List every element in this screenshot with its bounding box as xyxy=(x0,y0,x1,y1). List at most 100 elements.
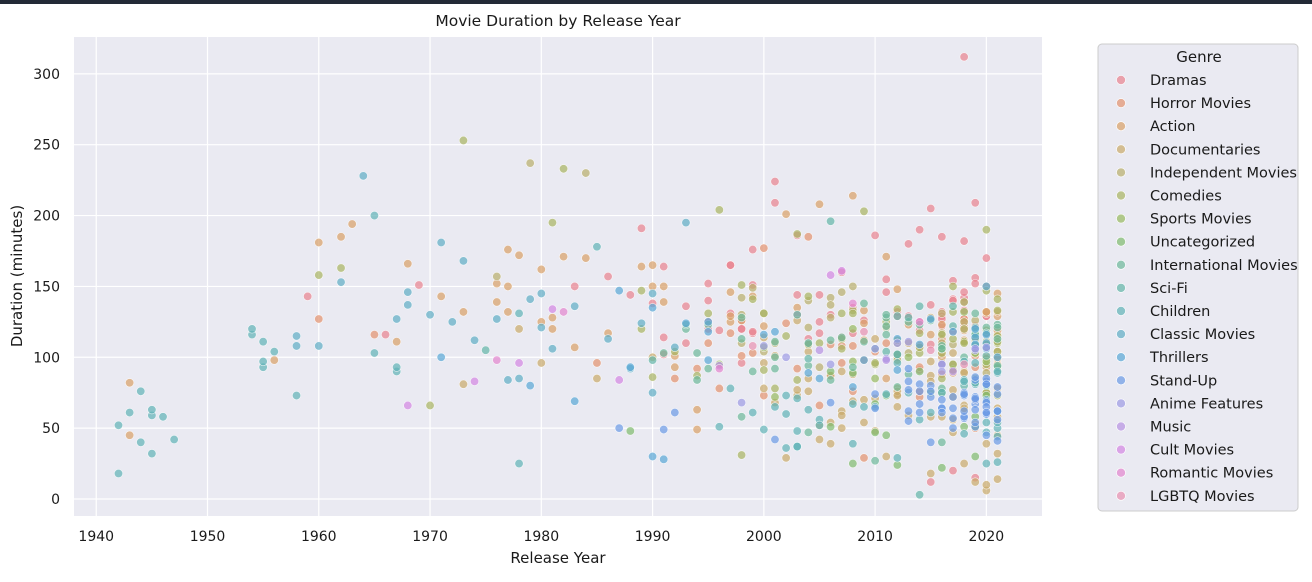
data-point xyxy=(336,263,346,273)
data-point xyxy=(147,449,157,459)
legend-marker xyxy=(1116,190,1126,201)
data-point xyxy=(926,468,936,478)
data-point xyxy=(303,291,313,301)
data-point xyxy=(992,457,1002,467)
y-tick-label: 100 xyxy=(33,350,60,366)
data-point xyxy=(992,449,1002,459)
data-point xyxy=(770,383,780,393)
data-point xyxy=(269,347,279,357)
data-point xyxy=(826,335,836,345)
legend-marker xyxy=(1116,167,1126,178)
data-point xyxy=(814,317,824,327)
data-point xyxy=(514,324,524,334)
data-point xyxy=(926,477,936,487)
data-point xyxy=(592,374,602,384)
data-point xyxy=(781,209,791,219)
data-point xyxy=(803,291,813,301)
data-point xyxy=(392,337,402,347)
data-point xyxy=(737,351,747,361)
data-point xyxy=(547,324,557,334)
x-tick-label: 2000 xyxy=(746,529,782,545)
data-point xyxy=(703,279,713,289)
data-point xyxy=(970,477,980,487)
data-point xyxy=(136,386,146,396)
data-point xyxy=(770,402,780,412)
data-point xyxy=(714,325,724,335)
data-point xyxy=(503,281,513,291)
data-point xyxy=(681,338,691,348)
x-axis-label: Release Year xyxy=(510,549,606,567)
legend: Genre Dramas Horror Movies Action Documenta… xyxy=(1097,43,1299,512)
data-point xyxy=(981,480,991,490)
grid-lines xyxy=(74,37,1042,516)
legend-items: Dramas Horror Movies Action Documentaries In… xyxy=(1116,73,1298,505)
data-point xyxy=(959,236,969,246)
legend-marker xyxy=(1116,398,1126,409)
data-point xyxy=(970,417,980,427)
data-point xyxy=(826,375,836,385)
data-point xyxy=(859,453,869,463)
data-point xyxy=(492,314,502,324)
data-point xyxy=(792,229,802,239)
data-point xyxy=(903,406,913,416)
data-point xyxy=(436,352,446,362)
data-point xyxy=(703,296,713,306)
data-point xyxy=(759,243,769,253)
data-point xyxy=(781,453,791,463)
data-point xyxy=(870,344,880,354)
data-point xyxy=(725,311,735,321)
data-point xyxy=(425,400,435,410)
data-point xyxy=(570,281,580,291)
data-point xyxy=(814,328,824,338)
data-point xyxy=(848,281,858,291)
data-point xyxy=(770,364,780,374)
data-point xyxy=(737,412,747,422)
data-point xyxy=(859,402,869,412)
data-point xyxy=(959,406,969,416)
data-point xyxy=(970,358,980,368)
data-point xyxy=(614,375,624,385)
x-tick-label: 2020 xyxy=(969,529,1005,545)
data-point xyxy=(570,301,580,311)
data-point xyxy=(514,250,524,260)
data-point xyxy=(970,308,980,318)
data-point xyxy=(814,362,824,372)
data-point xyxy=(536,289,546,299)
data-point xyxy=(436,237,446,247)
data-point xyxy=(369,211,379,221)
data-point xyxy=(926,203,936,213)
data-point xyxy=(892,338,902,348)
legend-label: Horror Movies xyxy=(1150,96,1251,112)
data-point xyxy=(792,426,802,436)
data-point xyxy=(892,284,902,294)
data-point xyxy=(659,454,669,464)
data-point xyxy=(592,242,602,252)
data-point xyxy=(837,366,847,376)
data-point xyxy=(770,177,780,187)
legend-label: Independent Movies xyxy=(1150,165,1297,181)
x-tick-label: 1980 xyxy=(523,529,559,545)
data-point xyxy=(903,313,913,323)
x-tick-labels: 1940 1950 1960 1970 1980 1990 2000 2010 2020 xyxy=(78,529,1004,545)
data-point xyxy=(703,327,713,337)
data-point xyxy=(837,266,847,276)
data-point xyxy=(737,450,747,460)
data-point xyxy=(770,392,780,402)
data-point xyxy=(703,338,713,348)
data-point xyxy=(915,317,925,327)
data-point xyxy=(681,318,691,328)
data-point xyxy=(125,378,135,388)
data-point xyxy=(948,423,958,433)
data-point xyxy=(915,386,925,396)
data-point xyxy=(992,366,1002,376)
data-point xyxy=(525,294,535,304)
data-point xyxy=(737,293,747,303)
data-point xyxy=(648,372,658,382)
data-point xyxy=(314,314,324,324)
data-point xyxy=(792,442,802,452)
data-point xyxy=(981,342,991,352)
data-point xyxy=(614,423,624,433)
data-point xyxy=(670,374,680,384)
data-point xyxy=(926,314,936,324)
data-point xyxy=(881,451,891,461)
